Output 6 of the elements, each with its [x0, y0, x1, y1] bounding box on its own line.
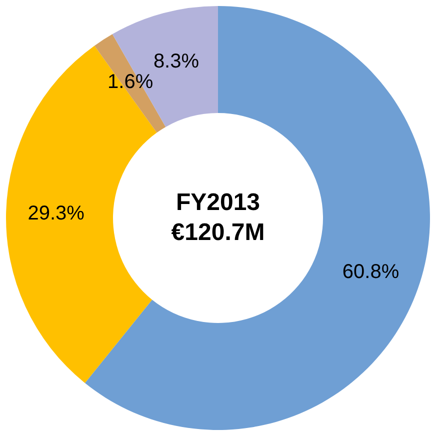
text: €120.7M	[171, 219, 265, 246]
donut-slice	[84, 6, 430, 430]
text: FY2013	[176, 189, 260, 216]
data-label: 60.8%	[342, 260, 400, 283]
data-label: 8.3%	[153, 50, 200, 72]
data-label: 29.3%	[28, 202, 85, 224]
